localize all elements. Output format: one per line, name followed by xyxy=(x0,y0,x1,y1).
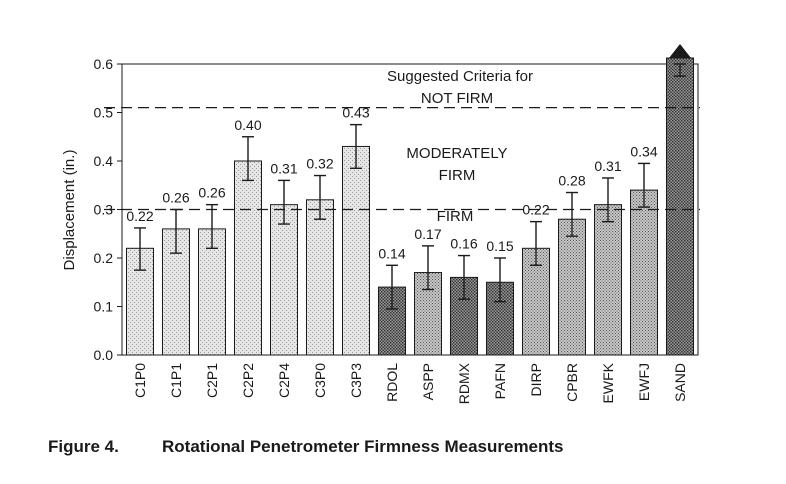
data-label: 0.14 xyxy=(378,245,405,261)
bar-c3p0 xyxy=(306,199,334,356)
figure-title: Rotational Penetrometer Firmness Measure… xyxy=(162,437,564,456)
x-tick-label: C2P1 xyxy=(204,363,220,398)
data-label: 0.26 xyxy=(198,185,225,201)
data-label: 0.31 xyxy=(270,160,297,176)
x-tick-label: C3P3 xyxy=(348,363,364,398)
threshold-lines xyxy=(104,107,700,211)
figure-number: Figure 4. xyxy=(48,437,119,456)
x-tick-label: EWFJ xyxy=(636,363,652,401)
data-label: 0.40 xyxy=(234,117,261,133)
figure-caption: Figure 4. Rotational Penetrometer Firmnes… xyxy=(48,437,564,457)
data-label: 0.43 xyxy=(342,105,369,121)
data-label: 0.26 xyxy=(162,190,189,206)
x-tick-label: ASPP xyxy=(420,363,436,400)
y-tick-label: 0.2 xyxy=(94,250,114,266)
y-tick-label: 0.3 xyxy=(94,202,114,218)
annotation-firm: FIRM xyxy=(437,208,474,225)
y-tick-label: 0.6 xyxy=(94,56,114,72)
data-label: 0.16 xyxy=(450,236,477,252)
y-tick-label: 0.4 xyxy=(94,153,114,169)
x-tick-label: C2P2 xyxy=(240,363,256,398)
x-tick-label: RDOL xyxy=(384,363,400,402)
annotation-moderately: MODERATELY xyxy=(406,145,507,162)
bar-c2p2 xyxy=(234,160,262,356)
bar-cpbr xyxy=(558,218,586,356)
x-tick-label: SAND xyxy=(672,363,688,402)
data-label: 0.15 xyxy=(486,238,513,254)
x-tick-label: C2P4 xyxy=(276,363,292,398)
data-label: 0.32 xyxy=(306,156,333,172)
bar-sand xyxy=(666,57,694,356)
x-tick-label: RDMX xyxy=(456,362,472,404)
bar-c2p1 xyxy=(198,228,226,356)
y-tick-label: 0.1 xyxy=(94,299,114,315)
off-scale-arrow xyxy=(669,44,691,58)
y-tick-label: 0.0 xyxy=(94,347,114,363)
x-tick-label: C1P0 xyxy=(132,363,148,398)
x-axis: C1P0 C1P1 C2P1 C2P2 C2P4 C3P0 C3P3 RDOL ASPP RDMX… xyxy=(132,362,688,404)
data-label: 0.34 xyxy=(630,143,657,159)
data-label: 0.28 xyxy=(558,173,585,189)
x-tick-label: C1P1 xyxy=(168,363,184,398)
bar-c2p4 xyxy=(270,204,298,356)
data-label: 0.22 xyxy=(126,208,153,224)
bar-c3p3 xyxy=(342,145,370,356)
bar-ewfk xyxy=(594,204,622,356)
error-bars-group xyxy=(134,44,691,310)
annotation-moderately-firm: FIRM xyxy=(439,167,476,184)
x-tick-label: CPBR xyxy=(564,363,580,402)
y-tick-label: 0.5 xyxy=(94,105,114,121)
data-label: 0.22 xyxy=(522,202,549,218)
y-axis: 0.0 0.1 0.2 0.3 0.4 0.5 0.6 xyxy=(94,56,122,363)
x-tick-label: EWFK xyxy=(600,362,616,403)
x-tick-label: PAFN xyxy=(492,363,508,399)
y-axis-title: Displacement (in.) xyxy=(61,150,78,271)
annotation-criteria-heading: Suggested Criteria for xyxy=(387,68,533,85)
annotation-not-firm: NOT FIRM xyxy=(421,90,493,107)
bar-ewfj xyxy=(630,189,658,356)
data-label: 0.31 xyxy=(594,158,621,174)
data-labels-group: 0.22 0.26 0.26 0.40 0.31 0.32 0.43 0.14 0.17 0.16… xyxy=(126,105,657,262)
x-tick-label: C3P0 xyxy=(312,363,328,398)
bar-dirp xyxy=(522,247,550,356)
data-label: 0.17 xyxy=(414,226,441,242)
x-tick-label: DIRP xyxy=(528,363,544,396)
